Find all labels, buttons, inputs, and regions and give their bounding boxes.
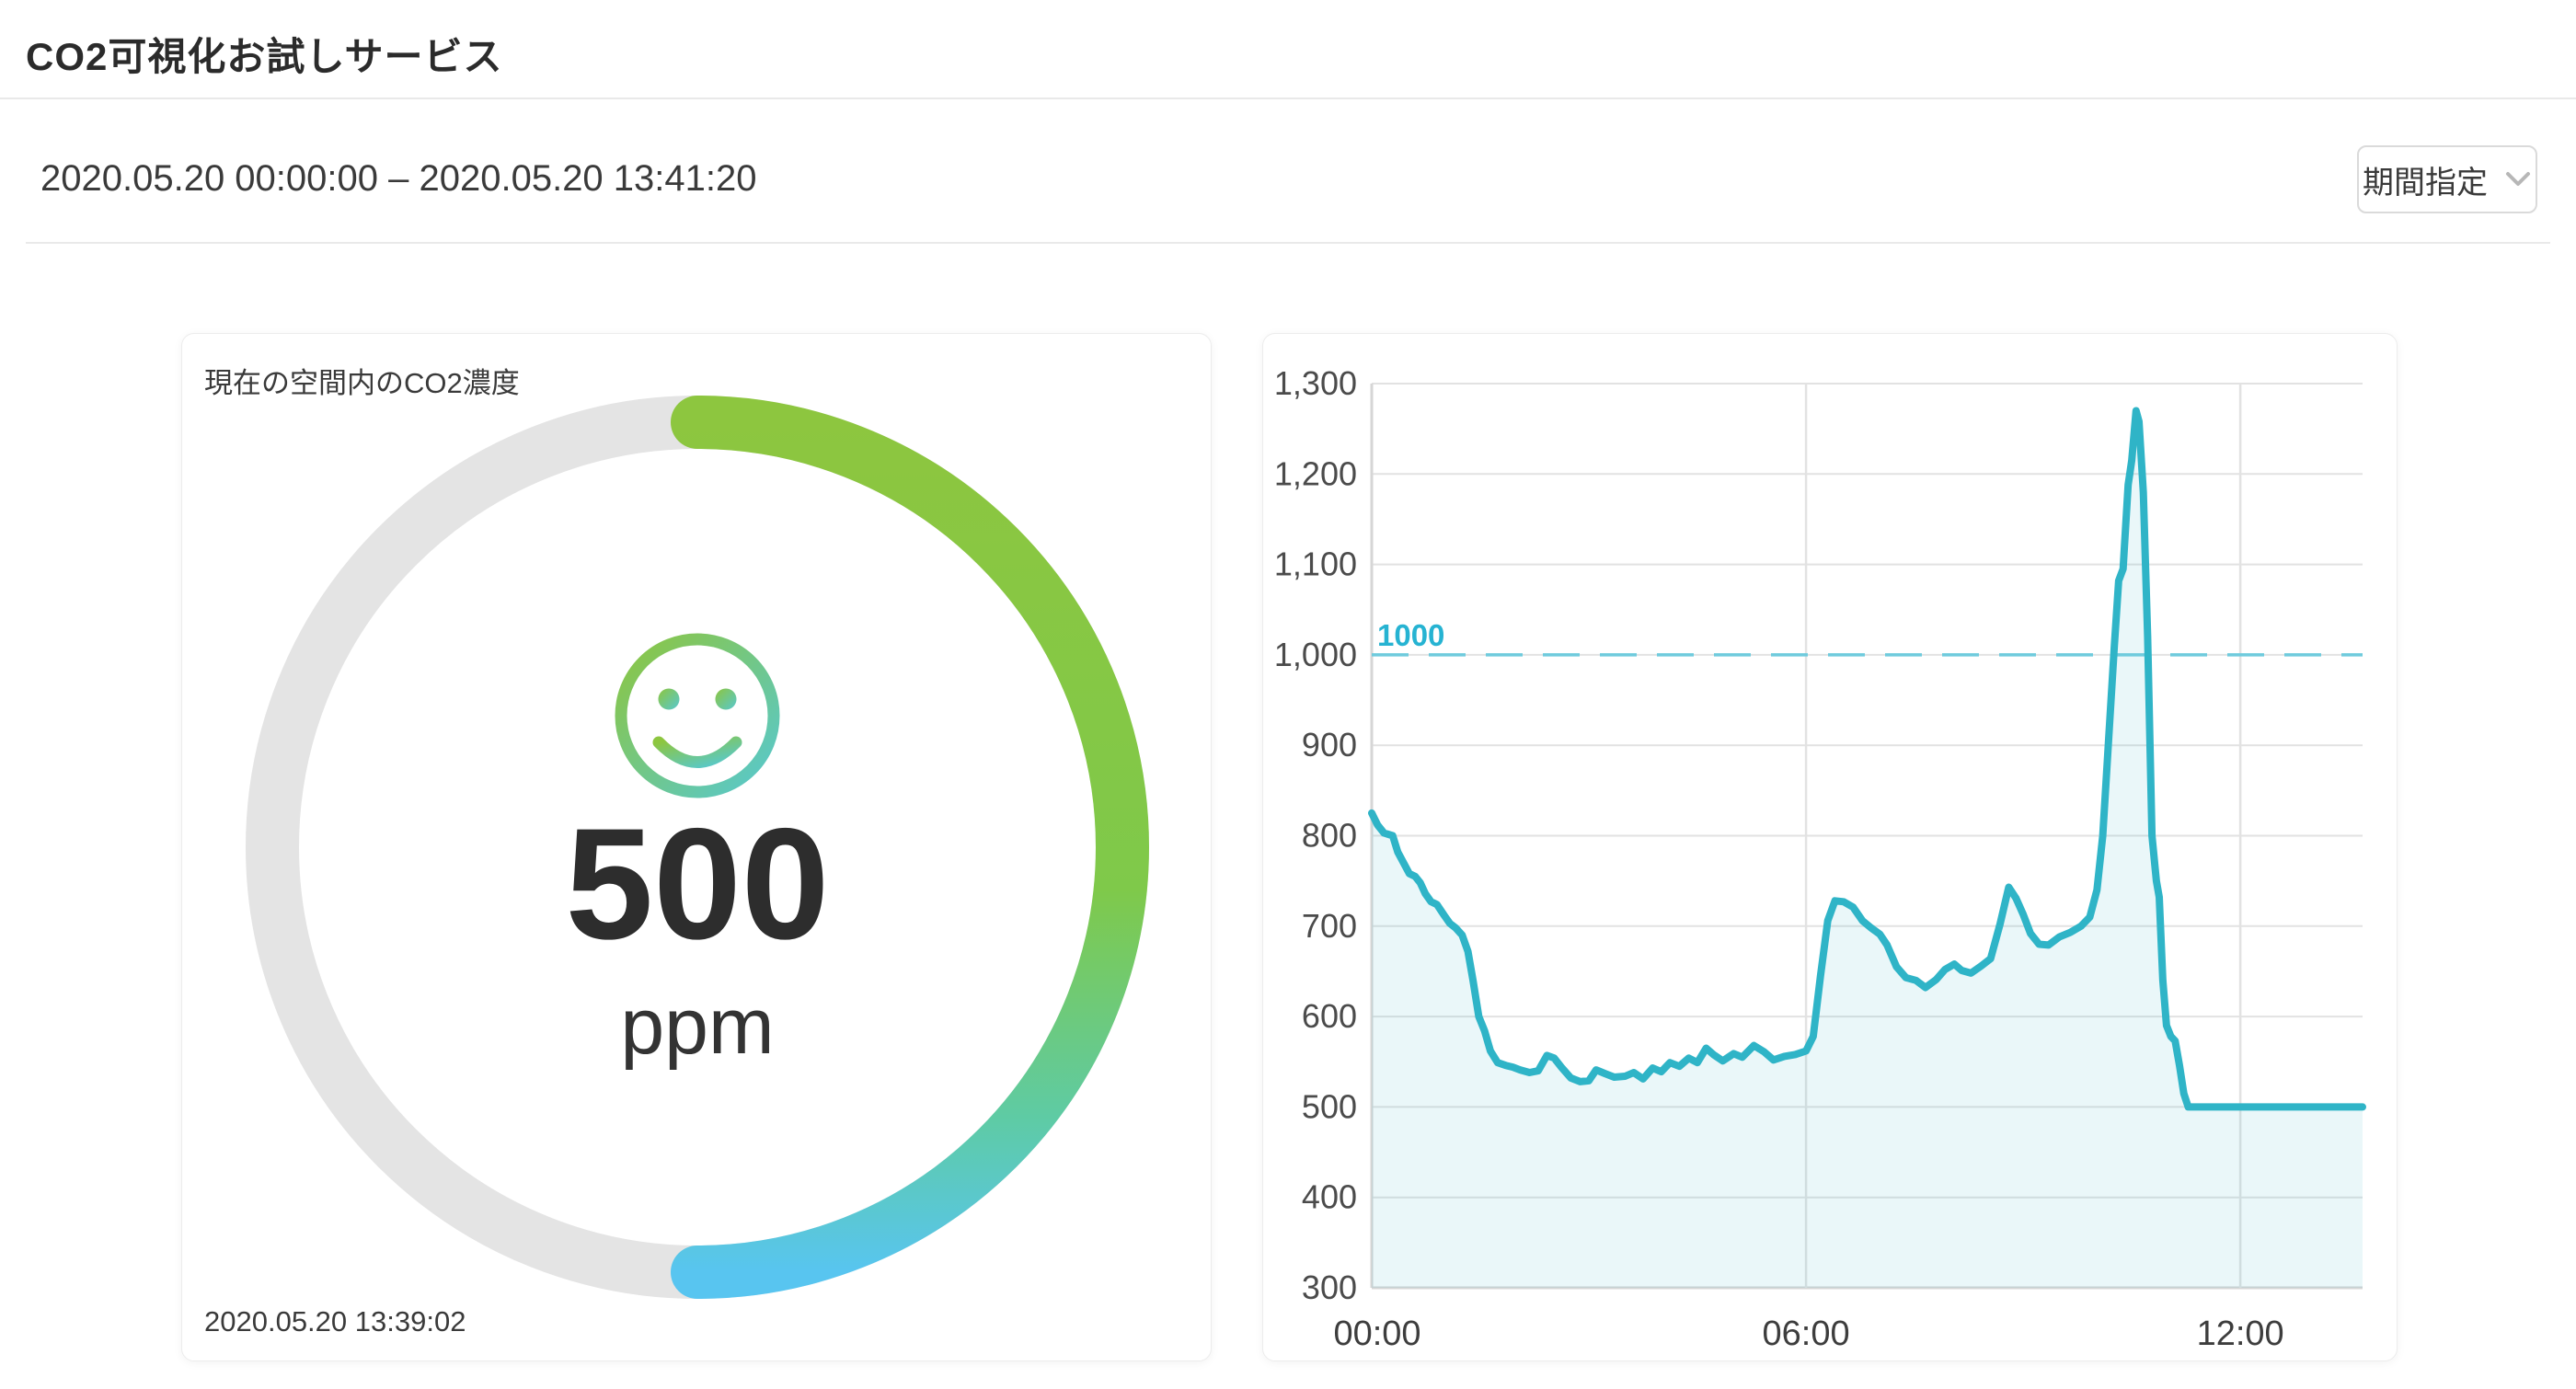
happy-face-icon [615, 633, 780, 798]
co2-gauge [246, 396, 1149, 1299]
gauge-unit: ppm [620, 982, 775, 1071]
gauge-card-title: 現在の空間内のCO2濃度 [204, 367, 520, 399]
y-axis-tick-label: 500 [1302, 1087, 1357, 1125]
gauge-value-arc [671, 396, 1149, 1299]
x-axis-tick-label: 12:00 [2197, 1314, 2284, 1353]
series-area-fill [1372, 410, 2363, 1288]
y-axis-tick-label: 1,300 [1274, 364, 1357, 402]
chevron-down-icon [2506, 172, 2530, 186]
period-select-button[interactable]: 期間指定 [2357, 145, 2537, 213]
y-axis-tick-label: 600 [1302, 997, 1357, 1035]
gauge-card: 現在の空間内のCO2濃度 500 ppm 2020.05.20 13:39:02 [181, 333, 1212, 1361]
y-axis-tick-label: 800 [1302, 817, 1357, 855]
co2-line-chart: 300 400 500 600 700 800 900 1,000 1,100 1,200 1,30… [1274, 364, 2366, 1353]
y-axis-tick-label: 1,100 [1274, 545, 1357, 583]
y-axis-tick-label: 1,200 [1274, 454, 1357, 492]
y-axis-tick-label: 400 [1302, 1178, 1357, 1216]
threshold-label: 1000 [1377, 618, 1444, 652]
app-header: CO2可視化お試しサービス [0, 0, 2576, 98]
y-axis-tick-label: 700 [1302, 907, 1357, 945]
y-axis-tick-label: 300 [1302, 1268, 1357, 1306]
date-range-label: 2020.05.20 00:00:00 – 2020.05.20 13:41:2… [40, 158, 757, 199]
y-axis-tick-label: 900 [1302, 726, 1357, 763]
gauge-timestamp: 2020.05.20 13:39:02 [204, 1305, 466, 1337]
header-divider [0, 98, 2576, 99]
period-select-label: 期間指定 [2363, 165, 2488, 201]
toolbar-divider [26, 242, 2550, 244]
series-line [1368, 407, 2366, 1111]
chart-card: 300 400 500 600 700 800 900 1,000 1,100 1,200 1,30… [1262, 333, 2398, 1361]
x-axis-tick-label: 06:00 [1763, 1314, 1850, 1353]
x-axis-tick-label: 00:00 [1333, 1314, 1420, 1353]
page-title: CO2可視化お試しサービス [26, 35, 503, 78]
gauge-value: 500 [565, 796, 830, 972]
y-axis-tick-label: 1,000 [1274, 636, 1357, 673]
